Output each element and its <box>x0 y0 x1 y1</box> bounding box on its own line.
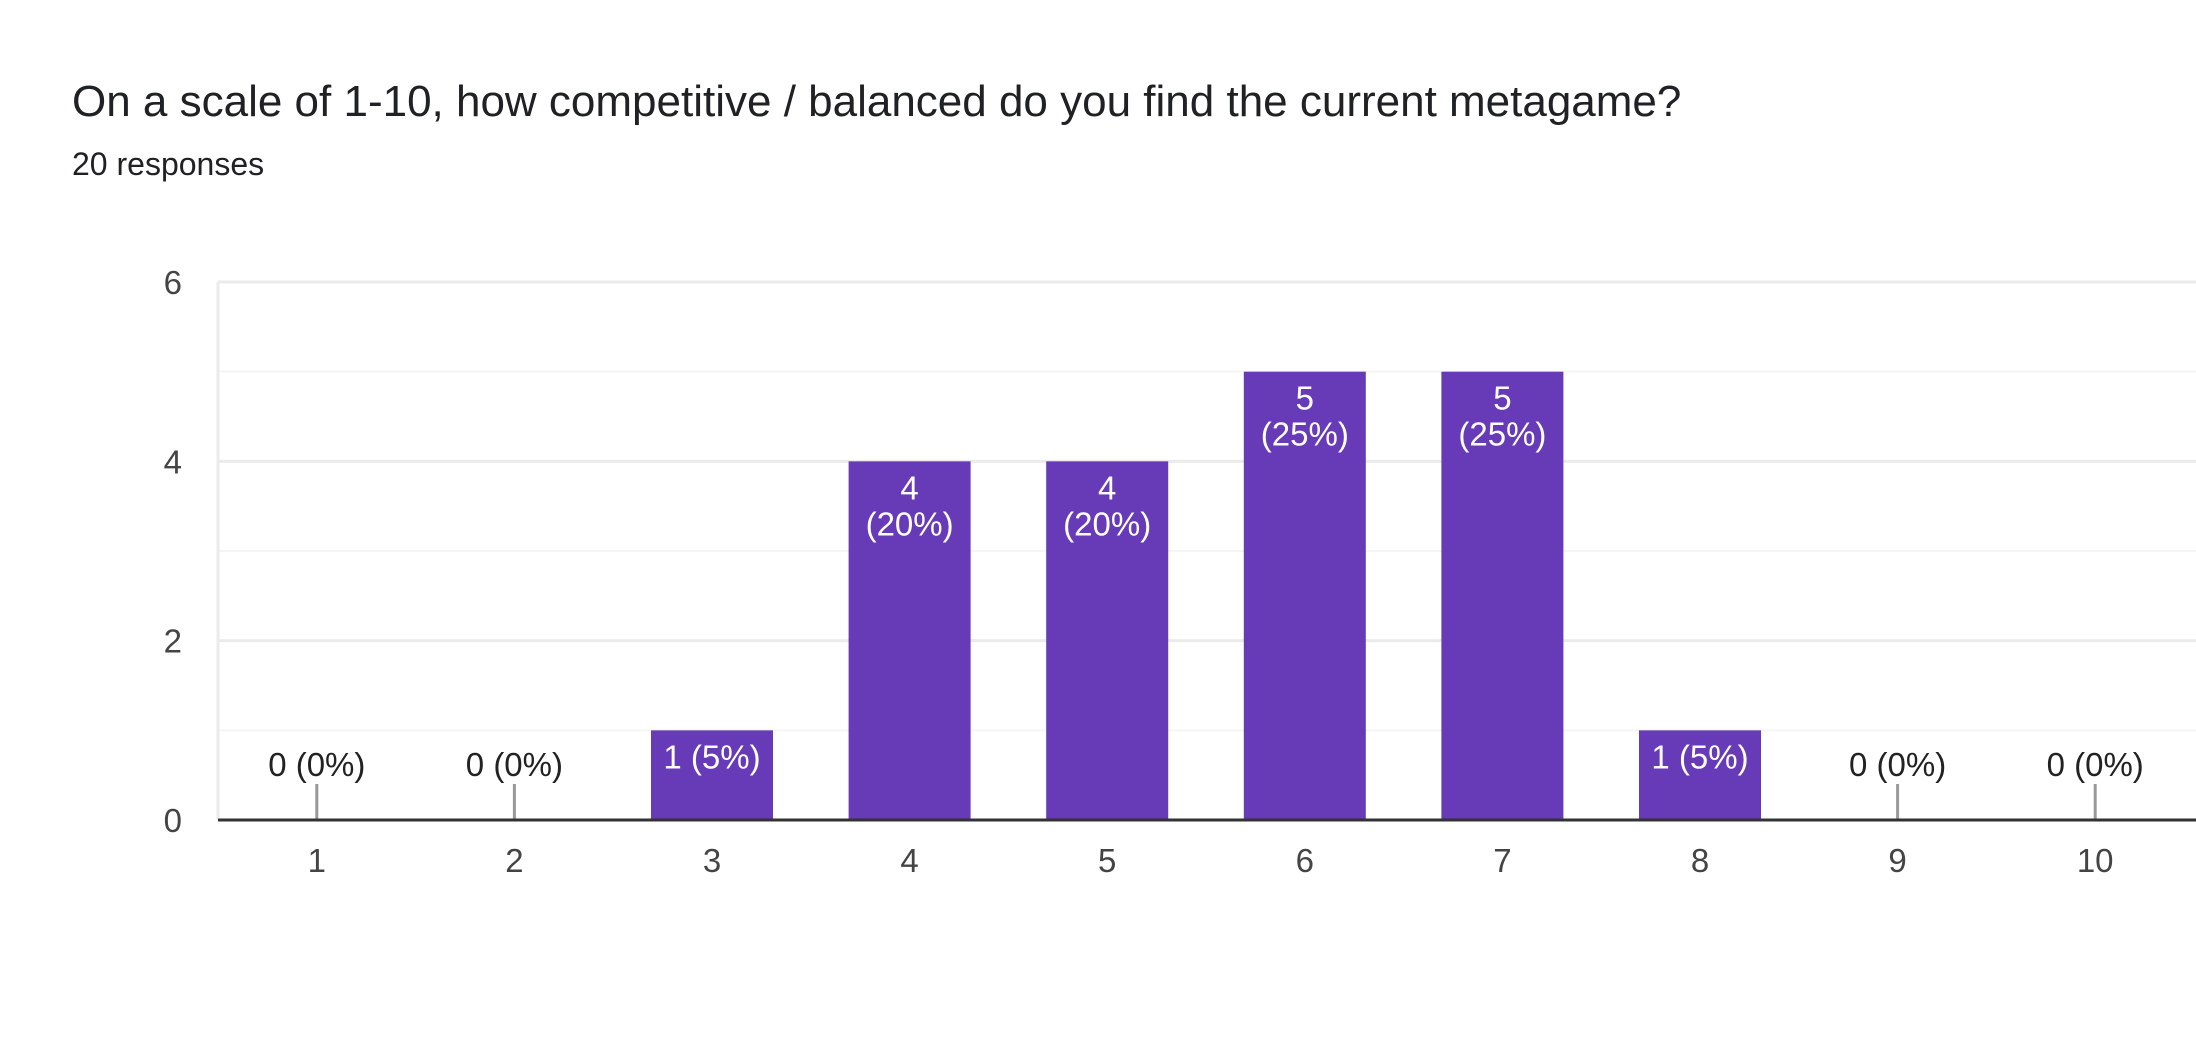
y-tick-label: 6 <box>164 264 182 301</box>
data-label: 0 (0%) <box>2047 746 2144 783</box>
y-tick-label: 0 <box>164 802 182 839</box>
response-count: 20 responses <box>72 146 265 182</box>
bar <box>1243 371 1366 820</box>
bar <box>651 730 773 820</box>
x-tick-label: 10 <box>2077 842 2114 879</box>
x-tick-label: 9 <box>1888 842 1906 879</box>
data-label: (20%) <box>866 505 954 542</box>
x-tick-label: 5 <box>1098 842 1116 879</box>
y-tick-label: 4 <box>164 443 182 480</box>
x-tick-label: 6 <box>1296 842 1314 879</box>
data-label: 4 <box>900 469 918 506</box>
data-label: 5 <box>1296 380 1314 417</box>
data-label: 5 <box>1493 380 1511 417</box>
data-label: 4 <box>1098 469 1116 506</box>
y-tick-label: 2 <box>164 623 182 660</box>
x-tick-label: 8 <box>1691 842 1709 879</box>
bar <box>1441 371 1564 820</box>
data-label: 1 (5%) <box>1651 738 1748 775</box>
data-label: (20%) <box>1063 505 1151 542</box>
x-tick-label: 2 <box>505 842 523 879</box>
data-label: 0 (0%) <box>1849 746 1946 783</box>
x-tick-label: 1 <box>308 842 326 879</box>
data-label: 0 (0%) <box>466 746 563 783</box>
data-label: 1 (5%) <box>663 738 760 775</box>
question-title: On a scale of 1-10, how competitive / ba… <box>72 77 1682 126</box>
bar <box>1639 730 1761 820</box>
x-tick-label: 4 <box>900 842 918 879</box>
bar <box>848 461 971 820</box>
bar <box>1046 461 1169 820</box>
x-tick-label: 3 <box>703 842 721 879</box>
x-tick-label: 7 <box>1493 842 1511 879</box>
data-label: (25%) <box>1261 416 1349 453</box>
data-label: 0 (0%) <box>268 746 365 783</box>
data-label: (25%) <box>1458 416 1546 453</box>
